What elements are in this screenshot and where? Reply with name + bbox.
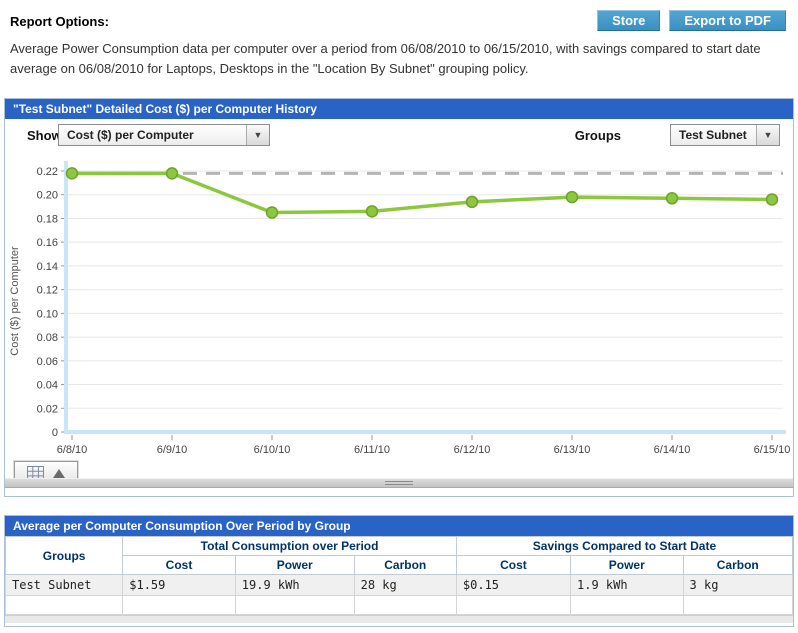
total-carbon-header: Carbon (353, 555, 457, 575)
toolbar: Store Export to PDF (597, 10, 786, 31)
summary-table-title: Average per Computer Consumption Over Pe… (5, 516, 793, 536)
chevron-down-icon: ▼ (246, 125, 269, 145)
savings-cost-header: Cost (455, 555, 572, 575)
total-power-cell: 19.9 kWh (234, 574, 355, 596)
groups-dropdown-value: Test Subnet (679, 128, 747, 142)
store-button[interactable]: Store (597, 10, 661, 31)
show-label: Show (27, 128, 62, 143)
savings-power-cell: 1.9 kWh (570, 574, 684, 596)
chevron-down-icon: ▼ (756, 125, 779, 145)
svg-text:0.22: 0.22 (37, 166, 58, 178)
svg-text:6/10/10: 6/10/10 (254, 444, 291, 456)
svg-text:0.12: 0.12 (37, 285, 58, 297)
savings-power-header: Power (570, 555, 684, 575)
savings-header: Savings Compared to Start Date (455, 536, 794, 556)
chart-resize-splitter[interactable] (5, 478, 793, 488)
show-dropdown-value: Cost ($) per Computer (67, 128, 194, 142)
groups-dropdown[interactable]: Test Subnet ▼ (670, 124, 780, 146)
show-dropdown[interactable]: Cost ($) per Computer ▼ (58, 124, 270, 146)
svg-text:Cost ($) per Computer: Cost ($) per Computer (9, 246, 21, 356)
consumption-summary-table: Groups Total Consumption over Period Sav… (4, 536, 794, 615)
svg-text:6/8/10: 6/8/10 (57, 444, 88, 456)
chart-panel: "Test Subnet" Detailed Cost ($) per Comp… (4, 98, 794, 497)
total-consumption-header: Total Consumption over Period (122, 536, 457, 556)
svg-text:6/9/10: 6/9/10 (157, 444, 188, 456)
empty-table-row (4, 595, 794, 615)
page-title: Report Options: (10, 14, 109, 29)
savings-carbon-cell: 3 kg (682, 574, 794, 596)
savings-cost-cell: $0.15 (455, 574, 572, 596)
summary-table-panel: Average per Computer Consumption Over Pe… (4, 515, 794, 627)
svg-text:0.10: 0.10 (37, 308, 58, 320)
table-bottom-strip (5, 615, 793, 623)
export-to-pdf-button[interactable]: Export to PDF (669, 10, 786, 31)
total-carbon-cell: 28 kg (353, 574, 457, 596)
chart-panel-title: "Test Subnet" Detailed Cost ($) per Comp… (5, 99, 793, 119)
svg-text:0.06: 0.06 (37, 356, 58, 368)
group-name-cell: Test Subnet (4, 574, 124, 596)
savings-carbon-header: Carbon (682, 555, 794, 575)
svg-text:0.18: 0.18 (37, 213, 58, 225)
total-cost-header: Cost (122, 555, 236, 575)
svg-text:0.16: 0.16 (37, 237, 58, 249)
groups-column-header: Groups (4, 536, 124, 575)
svg-text:0.04: 0.04 (37, 380, 58, 392)
svg-text:6/11/10: 6/11/10 (354, 444, 390, 456)
chart-footer (5, 460, 793, 488)
chart-controls: Show Cost ($) per Computer ▼ Groups Test… (5, 119, 793, 151)
cost-per-computer-line-chart: 0 0.02 0.04 0.06 0.08 0.10 0.12 0.14 0.16 0.18 0.2… (9, 161, 791, 456)
svg-text:6/14/10: 6/14/10 (654, 444, 691, 456)
svg-text:6/15/10: 6/15/10 (754, 444, 791, 456)
splitter-grip-icon (385, 481, 413, 487)
svg-text:6/13/10: 6/13/10 (554, 444, 591, 456)
report-description: Average Power Consumption data per compu… (10, 41, 761, 77)
svg-text:0: 0 (52, 427, 58, 439)
svg-text:6/12/10: 6/12/10 (454, 444, 491, 456)
groups-label: Groups (574, 128, 621, 143)
total-power-header: Power (234, 555, 355, 575)
svg-text:0.08: 0.08 (37, 332, 58, 344)
table-row: Test Subnet $1.59 19.9 kWh 28 kg $0.15 1… (4, 574, 794, 596)
svg-text:0.20: 0.20 (37, 190, 58, 202)
svg-text:0.02: 0.02 (37, 403, 58, 415)
collapse-up-icon (53, 469, 65, 478)
svg-text:0.14: 0.14 (37, 261, 58, 273)
total-cost-cell: $1.59 (122, 574, 236, 596)
